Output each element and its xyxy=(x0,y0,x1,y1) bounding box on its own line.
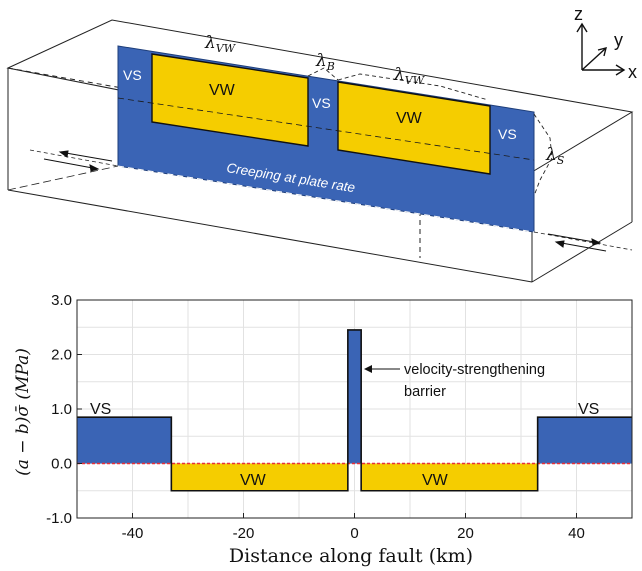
lambda-s-dash xyxy=(533,113,553,197)
vs-region-bar xyxy=(537,417,632,464)
fault-trace-left xyxy=(29,149,119,167)
lambda-b-dash xyxy=(307,67,339,81)
z-axis-label: z xyxy=(574,4,583,24)
x-tick-label: -40 xyxy=(122,525,144,542)
plane-midline xyxy=(117,97,535,161)
vw-right-label: VW xyxy=(396,110,423,127)
y-tick-label: 3.0 xyxy=(51,292,72,309)
vw-left-label: VW xyxy=(209,82,236,99)
chart-fills xyxy=(77,329,632,491)
chart: -40 -20 0 20 40-1.00.01.02.03.0 VS VW VW VS … xyxy=(13,292,633,567)
y-tick-label: 1.0 xyxy=(51,401,72,418)
chart-vs-right-label: VS xyxy=(578,401,599,418)
y-tick-label: 2.0 xyxy=(51,347,72,364)
y-axis-arrow xyxy=(581,47,607,71)
chart-vw-right-label: VW xyxy=(422,472,449,489)
annotation-line1: velocity-strengthening xyxy=(404,362,545,378)
fault-block-diagram: λVW λB λVW λS VS VS VS VW VW Creeping at… xyxy=(6,4,637,283)
y-axis-label: y xyxy=(614,30,623,50)
vw-region-bar xyxy=(171,463,348,491)
x-axis-title: Distance along fault (km) xyxy=(229,545,473,567)
annotation-line2: barrier xyxy=(404,384,446,400)
fault-trace-left-2 xyxy=(7,165,119,191)
y-axis-title: (a − b)σ̄ (MPa) xyxy=(13,348,33,476)
x-axis-label: x xyxy=(628,62,637,82)
box-edge-bottom-front xyxy=(7,189,533,283)
chart-ticks: -40 -20 0 20 40 -1.0 0.0 1.0 2.0 3.0 xyxy=(46,292,585,542)
lambda-s-label: λS xyxy=(545,145,565,167)
x-tick-label: 40 xyxy=(568,525,585,542)
vs-middle-label: VS xyxy=(312,95,331,111)
y-tick-label: -1.0 xyxy=(46,510,72,527)
vs-left-label: VS xyxy=(123,67,142,83)
vw-patch-right xyxy=(337,81,491,175)
vw-region-bar xyxy=(361,463,538,491)
vs-right-label: VS xyxy=(498,126,517,142)
plane-front-edge xyxy=(117,165,535,233)
lambda-vw-right-label: λVW xyxy=(393,65,426,87)
x-tick-label: 20 xyxy=(457,525,474,542)
vs-region-bar xyxy=(347,329,362,464)
motion-arrows-left xyxy=(43,150,113,172)
box-edge-bottom-right xyxy=(531,221,633,283)
annotation-arrowhead xyxy=(364,365,372,373)
lambda-vw-dash-right xyxy=(337,73,489,101)
x-tick-label: -20 xyxy=(233,525,255,542)
chart-vw-left-label: VW xyxy=(240,472,267,489)
lambda-b-label: λB xyxy=(315,51,335,73)
vw-patch-left xyxy=(151,53,309,147)
axes-triad xyxy=(576,22,626,76)
vs-region-bar xyxy=(77,417,172,464)
motion-arrows-right xyxy=(547,233,607,252)
y-tick-label: 0.0 xyxy=(51,456,72,473)
chart-vs-left-label: VS xyxy=(90,401,111,418)
x-tick-label: 0 xyxy=(350,525,358,542)
fault-trace-right xyxy=(533,231,633,251)
series-profile-line xyxy=(77,329,632,492)
barrier-annotation: velocity-strengthening barrier xyxy=(364,362,545,400)
lambda-vw-left-label: λVW xyxy=(204,33,237,55)
